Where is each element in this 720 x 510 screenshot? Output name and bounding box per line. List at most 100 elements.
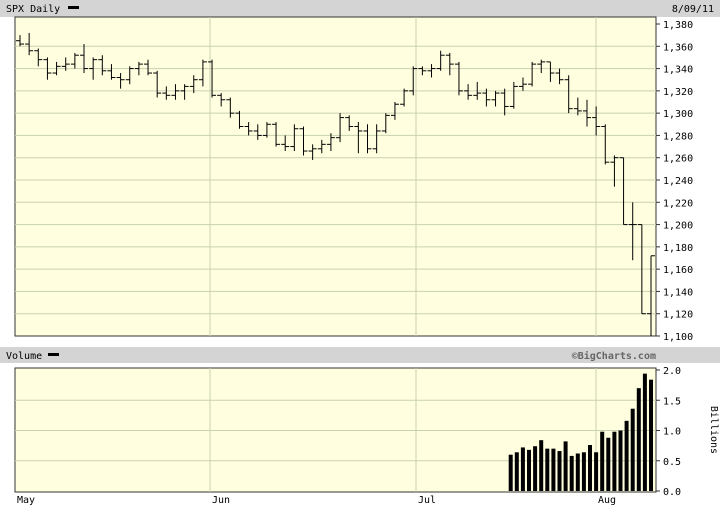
ohlc-bar — [80, 44, 89, 74]
ohlc-bar — [107, 64, 116, 80]
volume-tick-label: 0.0 — [663, 487, 681, 498]
price-tick-label: 1,180 — [663, 243, 693, 254]
ohlc-bar — [500, 88, 509, 116]
month-label: Jun — [212, 495, 230, 506]
month-label: Aug — [598, 495, 616, 506]
price-tick-label: 1,140 — [663, 287, 693, 298]
ohlc-bar — [281, 135, 290, 152]
price-tick-label: 1,340 — [663, 65, 693, 76]
volume-legend-swatch — [48, 353, 59, 356]
volume-bar — [527, 449, 531, 491]
ohlc-bar — [390, 102, 399, 120]
volume-bar — [551, 448, 556, 491]
ohlc-bar — [592, 106, 601, 136]
volume-bar — [557, 451, 562, 491]
ohlc-bar — [189, 75, 198, 94]
volume-tick-label: 1.5 — [663, 396, 681, 407]
ohlc-bar — [445, 52, 454, 76]
price-tick-label: 1,120 — [663, 310, 693, 321]
ohlc-bar — [299, 126, 308, 156]
ohlc-bar — [98, 55, 107, 76]
ohlc-bar — [647, 255, 655, 336]
ohlc-bar — [326, 133, 335, 152]
ohlc-bar — [491, 90, 500, 107]
ohlc-bar — [262, 122, 271, 138]
ohlc-bar — [208, 59, 217, 98]
ohlc-bar — [454, 61, 463, 96]
price-y-axis: 1,380 1,360 1,340 1,320 1,300 1,280 1,260 1,240… — [656, 20, 693, 343]
ohlc-bar — [162, 86, 171, 100]
volume-y-axis-label: Billions — [708, 406, 719, 454]
ohlc-bar — [601, 124, 610, 165]
ohlc-bar — [610, 155, 619, 187]
price-grid — [15, 17, 656, 336]
ohlc-bar — [528, 61, 537, 87]
price-plot-area — [14, 16, 657, 337]
ohlc-bar — [555, 68, 564, 85]
price-chart-date: 8/09/11 — [672, 4, 714, 15]
ohlc-bar — [573, 97, 582, 116]
ohlc-bar — [116, 73, 125, 89]
ohlc-bar — [34, 48, 43, 67]
price-tick-label: 1,220 — [663, 198, 693, 209]
volume-bar — [649, 379, 653, 491]
bigcharts-credit: ©BigCharts.com — [572, 350, 656, 362]
ohlc-bar — [244, 122, 253, 136]
ohlc-bar — [473, 81, 482, 100]
ohlc-bar — [436, 50, 445, 71]
ohlc-bar — [89, 57, 98, 80]
ohlc-bar — [546, 61, 555, 82]
ohlc-bar — [43, 57, 52, 80]
volume-bar — [630, 408, 635, 491]
ohlc-bar — [336, 113, 345, 143]
price-ohlc-series — [16, 32, 655, 336]
volume-bar — [642, 373, 647, 491]
volume-bar — [636, 388, 641, 491]
ohlc-bar — [418, 66, 427, 76]
price-tick-label: 1,200 — [663, 221, 693, 232]
ohlc-bar — [464, 84, 473, 100]
volume-bar — [612, 431, 617, 491]
volume-chart-title: Volume — [6, 351, 42, 362]
ohlc-bar — [381, 113, 390, 134]
price-tick-label: 1,360 — [663, 42, 693, 53]
ohlc-bar — [637, 224, 646, 315]
ohlc-bar — [272, 122, 281, 147]
ohlc-bar — [235, 110, 244, 129]
ohlc-bar — [427, 64, 436, 78]
ohlc-bar — [144, 59, 153, 76]
ohlc-bar — [400, 88, 409, 107]
ohlc-bar — [198, 59, 207, 87]
price-chart-title: SPX Daily — [6, 4, 60, 15]
x-axis-month-labels: May Jun Jul Aug — [17, 495, 616, 506]
ohlc-bar — [171, 84, 180, 100]
ohlc-bar — [134, 61, 143, 76]
ohlc-bar — [70, 52, 79, 69]
ohlc-bar — [628, 202, 637, 261]
ohlc-bar — [582, 99, 591, 127]
volume-bar — [588, 445, 592, 491]
ohlc-bar — [564, 75, 573, 114]
price-tick-label: 1,280 — [663, 131, 693, 142]
ohlc-bar — [354, 122, 363, 154]
ohlc-bar — [518, 77, 527, 91]
ohlc-bar — [317, 139, 326, 154]
volume-bar — [539, 440, 544, 491]
volume-tick-label: 0.5 — [663, 457, 681, 468]
ohlc-bar — [253, 124, 262, 140]
volume-bar — [533, 446, 538, 491]
ohlc-bar — [308, 144, 317, 160]
volume-tick-label: 1.0 — [663, 427, 681, 438]
volume-bar — [569, 455, 574, 491]
volume-bar — [514, 452, 519, 491]
ohlc-bar — [61, 57, 70, 71]
ohlc-bar — [125, 66, 134, 85]
ohlc-bar — [619, 157, 628, 226]
volume-bar — [606, 437, 611, 491]
volume-bar — [624, 420, 629, 491]
volume-bar — [575, 453, 580, 491]
ohlc-bar — [217, 93, 226, 107]
volume-bar — [594, 452, 599, 491]
